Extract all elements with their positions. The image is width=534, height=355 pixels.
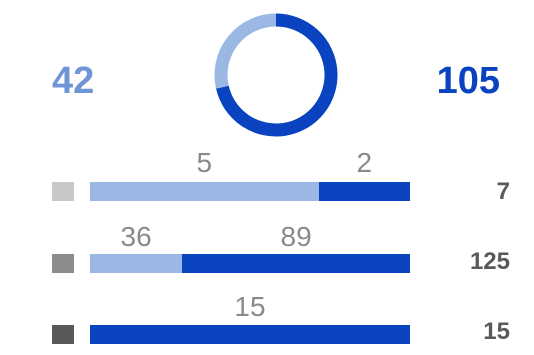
- segment-label-light: 36: [120, 221, 152, 252]
- bar-segment-dark: [318, 182, 410, 201]
- segment-label-light: 5: [196, 147, 213, 178]
- bar-segment-dark: [182, 254, 410, 273]
- row-total: 125: [469, 248, 510, 275]
- category-swatch: [52, 325, 74, 344]
- segment-label-dark: 2: [356, 147, 373, 178]
- total-light-label: 42: [52, 60, 95, 102]
- bar-segment-light: [90, 182, 319, 201]
- row-total: 15: [483, 318, 510, 345]
- donut-slice-light: [214, 13, 277, 89]
- bar-segment-light: [90, 254, 183, 273]
- category-swatch: [52, 182, 74, 201]
- total-dark-label: 105: [436, 60, 500, 102]
- segment-label-dark: 89: [280, 221, 312, 252]
- donut-slice-dark: [216, 13, 338, 137]
- row-total: 7: [496, 178, 510, 205]
- segment-label-dark: 15: [234, 291, 266, 322]
- category-swatch: [52, 254, 74, 273]
- bar-segment-dark: [90, 325, 410, 344]
